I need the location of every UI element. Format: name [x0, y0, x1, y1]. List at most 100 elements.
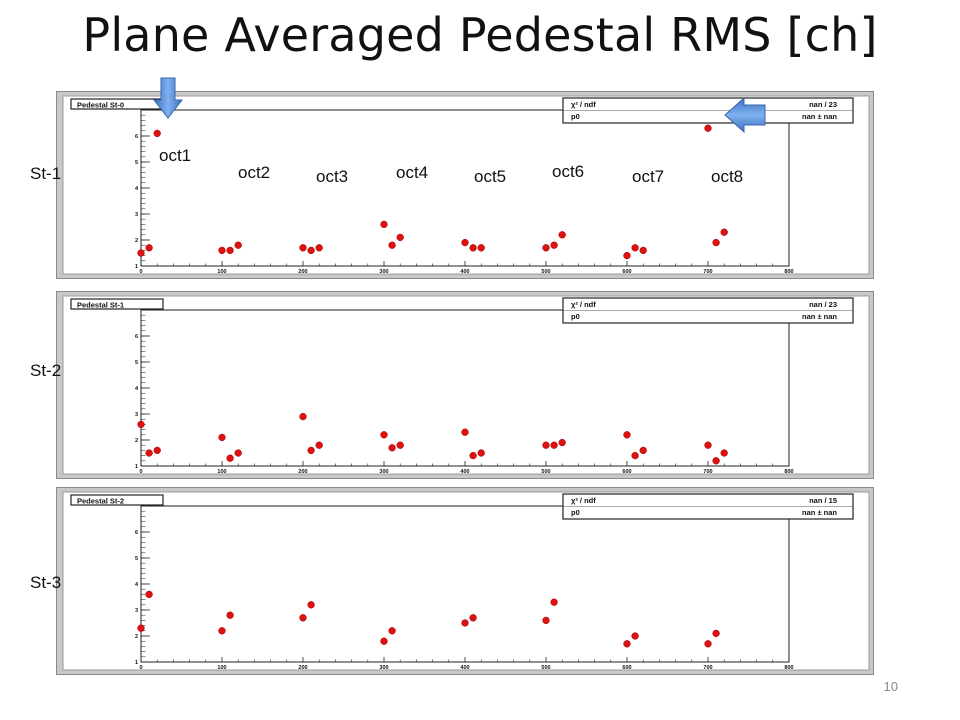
stats-value-chi2: nan / 23 — [809, 100, 837, 109]
data-point — [299, 412, 307, 421]
data-point — [704, 124, 712, 132]
x-tick-label: 0 — [139, 665, 142, 671]
data-point — [145, 449, 153, 457]
data-point — [461, 428, 469, 436]
x-tick-label: 400 — [460, 469, 469, 475]
data-point — [307, 601, 315, 609]
stats-box: χ² / ndf nan / 15 p0 nan ± nan — [562, 493, 854, 520]
stats-label-p0: p0 — [571, 508, 580, 517]
stats-label-p0: p0 — [571, 112, 580, 121]
octant-label-3: oct3 — [316, 167, 349, 186]
plot-frame — [140, 505, 790, 663]
x-tick-label: 700 — [703, 469, 712, 475]
stats-label-chi2: χ² / ndf — [571, 300, 596, 309]
data-point — [639, 246, 647, 255]
y-tick-label: 3 — [135, 412, 138, 418]
data-point — [469, 614, 477, 622]
y-tick-label: 1 — [135, 264, 138, 270]
x-tick-label: 0 — [139, 469, 142, 475]
data-point — [623, 431, 631, 439]
row-label-st1: St-1 — [30, 164, 62, 183]
data-point — [631, 632, 639, 640]
data-point — [558, 231, 566, 239]
x-tick-label: 500 — [541, 469, 550, 475]
stats-value-chi2: nan / 15 — [809, 496, 837, 505]
stats-box: χ² / ndf nan / 23 p0 nan ± nan — [562, 97, 854, 124]
data-point — [137, 249, 145, 257]
x-tick-label: 800 — [784, 469, 793, 475]
x-tick-label: 300 — [379, 665, 388, 671]
chart-title: Pedestal St-0 — [77, 101, 124, 110]
x-tick-label: 400 — [460, 665, 469, 671]
data-point — [396, 441, 404, 449]
x-tick-label: 0 — [139, 269, 142, 275]
data-point — [153, 446, 161, 455]
octant-label-4: oct4 — [396, 163, 429, 182]
y-tick-label: 2 — [135, 634, 138, 640]
data-point — [631, 451, 639, 460]
y-tick-label: 2 — [135, 438, 138, 444]
stats-label-chi2: χ² / ndf — [571, 496, 596, 505]
data-point — [307, 246, 315, 255]
data-point — [477, 244, 485, 252]
x-tick-label: 100 — [217, 469, 226, 475]
chart-title-frame — [70, 298, 164, 310]
x-tick-label: 700 — [703, 665, 712, 671]
data-point — [218, 246, 226, 255]
data-point — [145, 244, 153, 252]
x-tick-label: 300 — [379, 469, 388, 475]
data-point — [720, 228, 728, 236]
y-tick-label: 6 — [135, 530, 138, 536]
data-point — [461, 619, 469, 627]
page-number: 10 — [883, 679, 898, 694]
data-point — [712, 629, 720, 638]
chart-title-box: Pedestal St-2 — [70, 494, 164, 506]
data-point — [639, 446, 647, 455]
chart-title-frame — [70, 494, 164, 506]
x-tick-label: 600 — [622, 269, 631, 275]
y-tick-label: 4 — [135, 186, 139, 192]
data-point — [388, 627, 396, 635]
chart-title-box: Pedestal St-1 — [70, 298, 164, 310]
data-point — [542, 441, 550, 449]
data-point — [720, 449, 728, 457]
data-point — [704, 640, 712, 648]
y-tick-label: 2 — [135, 238, 138, 244]
row-label-st2: St-2 — [30, 361, 62, 380]
chart-panel-st1: Pedestal St-1 χ² / ndf nan / 23 p0 nan ± nan… — [56, 291, 874, 479]
data-point — [623, 251, 631, 260]
chart-title: Pedestal St-1 — [77, 301, 124, 310]
y-tick-label: 5 — [135, 160, 138, 166]
data-point — [234, 449, 242, 457]
data-point — [542, 244, 550, 252]
y-tick-label: 4 — [135, 386, 139, 392]
data-point — [153, 129, 161, 138]
data-point — [226, 611, 234, 619]
x-tick-label: 500 — [541, 665, 550, 671]
octant-label-5: oct5 — [474, 167, 507, 186]
chart-panel-st2: Pedestal St-2 χ² / ndf nan / 15 p0 nan ± nan… — [56, 487, 874, 675]
x-tick-label: 200 — [298, 469, 307, 475]
x-tick-label: 300 — [379, 269, 388, 275]
y-tick-label: 3 — [135, 212, 138, 218]
chart-title-box: Pedestal St-0 — [70, 98, 164, 110]
y-tick-label: 5 — [135, 360, 138, 366]
data-point — [315, 441, 323, 449]
down-arrow-icon — [153, 77, 183, 119]
data-point — [137, 624, 145, 632]
data-point — [234, 241, 242, 249]
y-tick-label: 3 — [135, 608, 138, 614]
data-point — [226, 246, 234, 255]
stats-value-p0: nan ± nan — [802, 508, 837, 517]
x-tick-label: 700 — [703, 269, 712, 275]
data-point — [550, 241, 558, 249]
octant-label-8: oct8 — [711, 167, 744, 186]
stats-label-p0: p0 — [571, 312, 580, 321]
data-point — [469, 244, 477, 252]
x-tick-label: 800 — [784, 665, 793, 671]
octant-label-2: oct2 — [238, 163, 271, 182]
data-point — [145, 590, 153, 599]
data-point — [137, 420, 145, 429]
data-point — [477, 449, 485, 457]
y-tick-label: 4 — [135, 582, 139, 588]
